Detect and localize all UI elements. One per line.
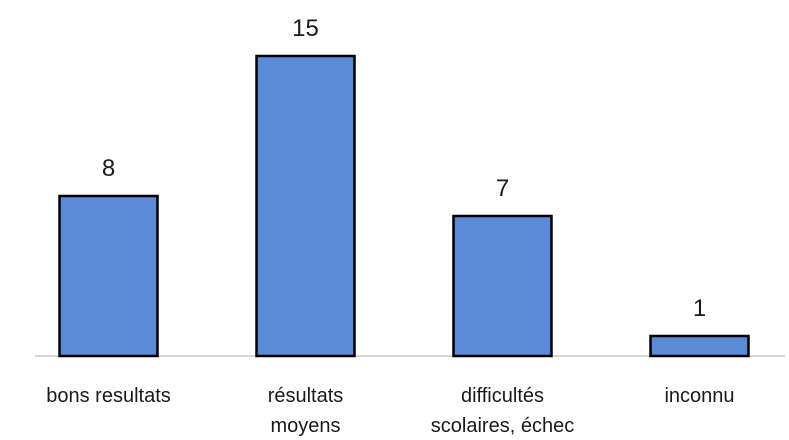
bar-0 xyxy=(58,194,159,358)
value-labels-group: 8 15 7 1 xyxy=(102,15,706,322)
bar-2 xyxy=(452,214,553,358)
bar-3 xyxy=(649,334,750,358)
value-label-0: 8 xyxy=(102,155,115,182)
category-label-2-line-1: scolaires, échec xyxy=(431,415,574,437)
category-label-3-line-0: inconnu xyxy=(664,385,734,407)
category-label-1: résultats moyens xyxy=(268,385,344,437)
category-label-2-line-0: difficultés xyxy=(461,385,544,407)
category-label-0-line-0: bons resultats xyxy=(46,385,171,407)
category-label-0: bons resultats xyxy=(46,385,171,407)
category-label-2: difficultés scolaires, échec xyxy=(431,385,574,437)
category-label-1-line-1: moyens xyxy=(270,415,340,437)
category-label-1-line-0: résultats xyxy=(268,385,344,407)
bar-1 xyxy=(255,54,356,358)
category-label-3: inconnu xyxy=(664,385,734,407)
category-labels-group: bons resultats résultats moyens difficultés… xyxy=(46,385,734,437)
value-label-3: 1 xyxy=(693,295,706,322)
value-label-1: 15 xyxy=(292,15,319,42)
value-label-2: 7 xyxy=(496,175,509,202)
bars-group xyxy=(58,54,750,358)
